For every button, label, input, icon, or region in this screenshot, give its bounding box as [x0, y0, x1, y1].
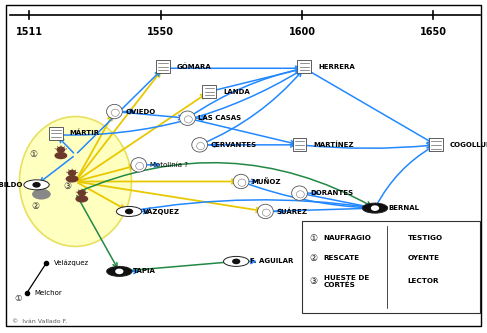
FancyBboxPatch shape: [390, 275, 402, 287]
Text: 1600: 1600: [288, 27, 316, 37]
Text: ①: ①: [15, 293, 22, 303]
Text: NAUFRAGIO: NAUFRAGIO: [324, 235, 372, 241]
FancyBboxPatch shape: [203, 85, 216, 98]
Ellipse shape: [32, 182, 41, 188]
Ellipse shape: [107, 104, 122, 119]
FancyBboxPatch shape: [156, 60, 170, 73]
Ellipse shape: [192, 138, 207, 152]
Ellipse shape: [232, 258, 241, 264]
Ellipse shape: [180, 111, 195, 126]
Ellipse shape: [55, 152, 67, 159]
Text: Melchor: Melchor: [34, 290, 62, 296]
Text: MUÑOZ: MUÑOZ: [252, 178, 281, 185]
Ellipse shape: [32, 189, 51, 199]
FancyBboxPatch shape: [298, 60, 311, 73]
Text: Motolinía ?: Motolinía ?: [150, 162, 187, 168]
Ellipse shape: [389, 252, 403, 264]
Ellipse shape: [362, 203, 388, 213]
Ellipse shape: [131, 158, 147, 172]
Ellipse shape: [19, 117, 131, 246]
Ellipse shape: [384, 234, 407, 242]
Ellipse shape: [392, 235, 399, 241]
Ellipse shape: [56, 147, 65, 153]
Text: TAPIA: TAPIA: [133, 268, 156, 274]
Ellipse shape: [35, 181, 48, 190]
Ellipse shape: [66, 175, 78, 182]
Text: DORANTES: DORANTES: [310, 190, 354, 196]
Ellipse shape: [258, 204, 273, 219]
Text: LAS CASAS: LAS CASAS: [198, 115, 242, 121]
Text: ①: ①: [29, 150, 37, 160]
Ellipse shape: [292, 186, 307, 200]
Ellipse shape: [68, 170, 76, 176]
Ellipse shape: [125, 208, 133, 214]
Text: LANDA: LANDA: [223, 89, 250, 95]
Text: ①: ①: [309, 233, 317, 243]
Text: ©  Iván Vallado F.: © Iván Vallado F.: [12, 319, 67, 324]
Ellipse shape: [75, 195, 88, 202]
Text: TESTIGO: TESTIGO: [408, 235, 443, 241]
Text: HUESTE DE
CORTÉS: HUESTE DE CORTÉS: [324, 275, 369, 288]
Text: Velázquez: Velázquez: [54, 260, 89, 266]
Text: MARTÍNEZ: MARTÍNEZ: [313, 142, 354, 148]
Text: OYENTE: OYENTE: [408, 255, 440, 261]
Text: BERNAL: BERNAL: [389, 205, 420, 211]
Text: MÁRTIR: MÁRTIR: [70, 130, 100, 137]
Text: ③: ③: [309, 277, 317, 286]
Text: RESCATE: RESCATE: [324, 255, 360, 261]
Text: 1650: 1650: [420, 27, 447, 37]
FancyBboxPatch shape: [49, 127, 63, 140]
Ellipse shape: [371, 205, 379, 211]
Ellipse shape: [233, 174, 249, 189]
Ellipse shape: [115, 268, 124, 274]
Ellipse shape: [224, 256, 249, 266]
Text: 1511: 1511: [16, 27, 43, 37]
Ellipse shape: [77, 190, 86, 196]
Text: VÁZQUEZ: VÁZQUEZ: [143, 208, 180, 215]
FancyBboxPatch shape: [429, 138, 443, 152]
Text: ②: ②: [309, 253, 317, 263]
Text: ③: ③: [63, 182, 71, 191]
Text: ②: ②: [31, 202, 39, 211]
FancyBboxPatch shape: [293, 138, 306, 152]
Ellipse shape: [24, 180, 49, 190]
Text: COGOLLUDO: COGOLLUDO: [450, 142, 487, 148]
Text: 1550: 1550: [147, 27, 174, 37]
Text: CABILDO: CABILDO: [0, 182, 23, 188]
FancyBboxPatch shape: [302, 221, 480, 313]
Ellipse shape: [107, 266, 132, 276]
Text: F. AGUILAR: F. AGUILAR: [250, 258, 293, 264]
Text: HERRERA: HERRERA: [318, 64, 355, 70]
Text: OVIEDO: OVIEDO: [125, 109, 155, 115]
Ellipse shape: [116, 206, 142, 216]
Text: CERVANTES: CERVANTES: [210, 142, 257, 148]
Text: SUÁREZ: SUÁREZ: [276, 208, 307, 215]
Text: GÓMARA: GÓMARA: [177, 63, 211, 70]
Text: LECTOR: LECTOR: [408, 278, 439, 284]
